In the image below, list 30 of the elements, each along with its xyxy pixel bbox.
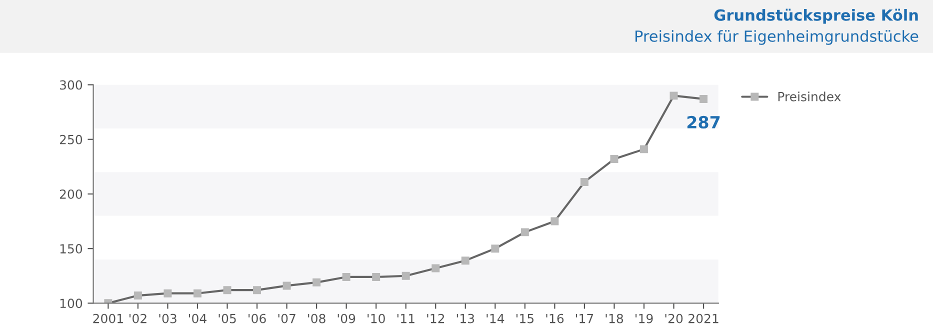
x-tick-label: '06 (248, 314, 266, 324)
y-tick-label: 100 (60, 298, 82, 308)
x-tick-label: '08 (308, 314, 326, 324)
x-tick-label: '05 (218, 314, 236, 324)
x-tick-label: '11 (397, 314, 414, 324)
data-label: 287 (687, 116, 720, 129)
x-tick-label: '13 (456, 314, 474, 324)
x-tick-label: '10 (368, 314, 385, 324)
y-tick-label: 250 (60, 134, 82, 144)
y-tick-label: 200 (60, 189, 82, 199)
text: Grundstückspreise Köln (714, 8, 918, 24)
x-tick-label: '19 (636, 314, 653, 324)
x-tick-label: '20 (665, 314, 683, 324)
x-tick-label: '02 (129, 314, 146, 324)
y-tick-label: 150 (60, 244, 82, 254)
x-tick-label: '16 (546, 314, 564, 324)
x-tick-label: '17 (576, 314, 594, 324)
x-tick-label: '14 (486, 314, 504, 324)
x-tick-label: '12 (427, 314, 444, 324)
x-tick-label: '09 (338, 314, 356, 324)
x-tick-label: '04 (189, 314, 206, 324)
text: Preisindex für Eigenheimgrundstücke (636, 30, 918, 45)
x-tick-label: '18 (606, 314, 624, 324)
x-tick-label: 2001 (93, 314, 123, 324)
x-tick-label: '15 (516, 314, 534, 324)
legend-label: Preisindex (778, 92, 841, 102)
x-tick-label: 2021 (688, 314, 718, 324)
y-tick-label: 300 (60, 80, 82, 90)
x-tick-label: '03 (159, 314, 176, 324)
x-tick-label: '07 (278, 314, 296, 324)
